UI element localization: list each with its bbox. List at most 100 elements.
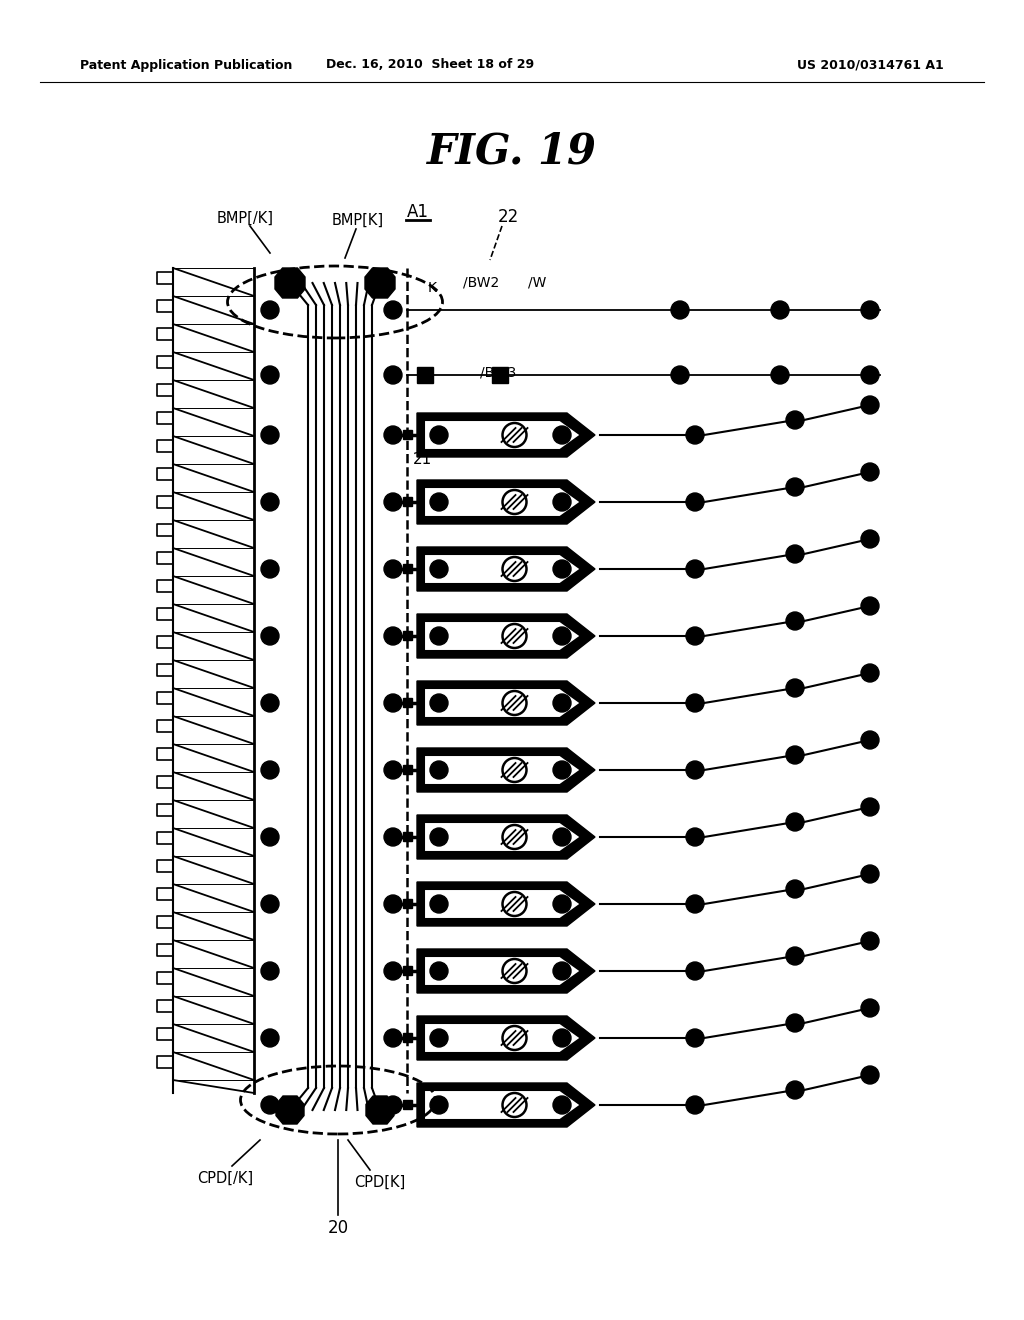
Text: /W: /W — [527, 276, 546, 290]
Circle shape — [503, 422, 526, 447]
Circle shape — [686, 627, 705, 645]
Polygon shape — [366, 1096, 394, 1125]
Circle shape — [430, 627, 449, 645]
Circle shape — [503, 490, 526, 513]
Circle shape — [861, 731, 879, 748]
Circle shape — [430, 962, 449, 979]
Circle shape — [430, 1096, 449, 1114]
Circle shape — [261, 762, 279, 779]
Circle shape — [261, 301, 279, 319]
Circle shape — [686, 560, 705, 578]
Circle shape — [261, 828, 279, 846]
Circle shape — [786, 612, 804, 630]
Circle shape — [861, 301, 879, 319]
Text: K: K — [427, 281, 436, 294]
Circle shape — [861, 799, 879, 816]
Circle shape — [430, 694, 449, 711]
Polygon shape — [417, 681, 595, 725]
Circle shape — [503, 624, 526, 648]
Circle shape — [861, 999, 879, 1016]
Circle shape — [503, 690, 526, 715]
Circle shape — [384, 895, 402, 913]
Circle shape — [553, 694, 571, 711]
Circle shape — [771, 366, 790, 384]
Polygon shape — [424, 888, 581, 919]
Bar — [403, 1034, 412, 1041]
Circle shape — [861, 531, 879, 548]
Circle shape — [686, 1030, 705, 1047]
Circle shape — [553, 895, 571, 913]
Circle shape — [430, 492, 449, 511]
Circle shape — [786, 813, 804, 832]
Circle shape — [553, 426, 571, 444]
Circle shape — [261, 366, 279, 384]
Circle shape — [553, 828, 571, 846]
Circle shape — [503, 1026, 526, 1049]
Circle shape — [384, 828, 402, 846]
Circle shape — [553, 962, 571, 979]
Text: BMP[/K]: BMP[/K] — [216, 210, 273, 226]
Polygon shape — [417, 882, 595, 927]
Polygon shape — [417, 814, 595, 859]
Circle shape — [553, 627, 571, 645]
Polygon shape — [424, 755, 581, 785]
Bar — [403, 899, 412, 908]
Circle shape — [686, 895, 705, 913]
Circle shape — [861, 597, 879, 615]
Polygon shape — [424, 1090, 581, 1119]
Text: CPD[K]: CPD[K] — [354, 1175, 406, 1189]
Circle shape — [384, 1096, 402, 1114]
Bar — [403, 631, 412, 640]
Text: Patent Application Publication: Patent Application Publication — [80, 58, 293, 71]
Circle shape — [430, 828, 449, 846]
Text: FIG. 19: FIG. 19 — [427, 131, 597, 173]
Circle shape — [503, 557, 526, 581]
Circle shape — [686, 492, 705, 511]
Circle shape — [384, 301, 402, 319]
Circle shape — [261, 492, 279, 511]
Text: /BW3: /BW3 — [480, 366, 516, 380]
Circle shape — [686, 828, 705, 846]
Circle shape — [553, 492, 571, 511]
Circle shape — [553, 1030, 571, 1047]
Circle shape — [786, 478, 804, 496]
Circle shape — [671, 301, 689, 319]
Text: BMP[K]: BMP[K] — [332, 213, 384, 227]
Circle shape — [686, 962, 705, 979]
Text: 20: 20 — [328, 1218, 348, 1237]
Circle shape — [384, 762, 402, 779]
Circle shape — [861, 366, 879, 384]
Bar — [417, 367, 433, 383]
Polygon shape — [417, 949, 595, 993]
Polygon shape — [424, 554, 581, 583]
Polygon shape — [417, 546, 595, 591]
Polygon shape — [417, 614, 595, 657]
Circle shape — [430, 426, 449, 444]
Circle shape — [261, 560, 279, 578]
Circle shape — [786, 1014, 804, 1032]
Circle shape — [384, 627, 402, 645]
Circle shape — [786, 411, 804, 429]
Circle shape — [861, 463, 879, 480]
Bar — [403, 966, 412, 975]
Circle shape — [686, 1096, 705, 1114]
Circle shape — [430, 560, 449, 578]
Circle shape — [686, 762, 705, 779]
Circle shape — [384, 492, 402, 511]
Circle shape — [430, 1030, 449, 1047]
Polygon shape — [275, 268, 305, 298]
Circle shape — [261, 627, 279, 645]
Circle shape — [384, 560, 402, 578]
Circle shape — [686, 426, 705, 444]
Circle shape — [861, 932, 879, 950]
Circle shape — [861, 865, 879, 883]
Circle shape — [384, 426, 402, 444]
Polygon shape — [424, 688, 581, 718]
Polygon shape — [417, 1082, 595, 1127]
Bar — [403, 766, 412, 774]
Text: /BW2: /BW2 — [463, 276, 499, 290]
Bar — [403, 832, 412, 841]
Circle shape — [261, 694, 279, 711]
Circle shape — [384, 1030, 402, 1047]
Polygon shape — [365, 268, 395, 298]
